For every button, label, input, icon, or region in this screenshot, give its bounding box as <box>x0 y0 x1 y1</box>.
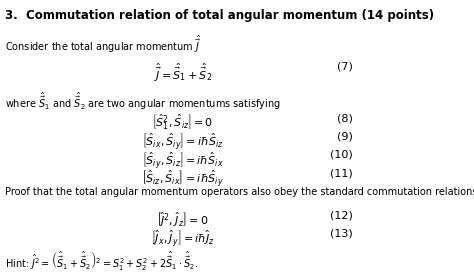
Text: where $\hat{\vec{S}}_1$ and $\hat{\vec{S}}_2$ are two angular momentums satisfyi: where $\hat{\vec{S}}_1$ and $\hat{\vec{S… <box>5 91 281 112</box>
Text: (9): (9) <box>337 132 353 142</box>
Text: $\left[\hat{S}_{iz}, \hat{S}_{ix}\right] = i\hbar\hat{S}_{iy}$: $\left[\hat{S}_{iz}, \hat{S}_{ix}\right]… <box>141 168 224 189</box>
Text: (13): (13) <box>330 229 353 239</box>
Text: (11): (11) <box>330 168 353 178</box>
Text: $\left[\hat{S}_{ix}, \hat{S}_{iy}\right] = i\hbar\hat{S}_{iz}$: $\left[\hat{S}_{ix}, \hat{S}_{iy}\right]… <box>142 132 223 152</box>
Text: (10): (10) <box>330 150 353 160</box>
Text: Proof that the total angular momentum operators also obey the standard commutati: Proof that the total angular momentum op… <box>5 187 474 197</box>
Text: (8): (8) <box>337 113 353 123</box>
Text: $\hat{\vec{J}} = \hat{\vec{S}}_1 + \hat{\vec{S}}_2$: $\hat{\vec{J}} = \hat{\vec{S}}_1 + \hat{… <box>154 62 212 84</box>
Text: $\left[\hat{J}^2, \hat{J}_z\right] = 0$: $\left[\hat{J}^2, \hat{J}_z\right] = 0$ <box>156 210 209 229</box>
Text: Consider the total angular momentum $\hat{\vec{J}}$: Consider the total angular momentum $\ha… <box>5 33 201 55</box>
Text: (12): (12) <box>330 210 353 220</box>
Text: Hint: $\hat{J}^2 = \left(\hat{\vec{S}}_1 + \hat{\vec{S}}_2\right)^2 = S_1^2 + S_: Hint: $\hat{J}^2 = \left(\hat{\vec{S}}_1… <box>5 250 198 273</box>
Text: $\left[\hat{J}_x, \hat{J}_y\right] = i\hbar\hat{J}_z$: $\left[\hat{J}_x, \hat{J}_y\right] = i\h… <box>151 229 215 250</box>
Text: $\left[\hat{S}_1^2, \hat{S}_{iz}\right] = 0$: $\left[\hat{S}_1^2, \hat{S}_{iz}\right] … <box>152 113 213 132</box>
Text: 3.  Commutation relation of total angular momentum (14 points): 3. Commutation relation of total angular… <box>5 9 434 22</box>
Text: $\left[\hat{S}_{iy}, \hat{S}_{iz}\right] = i\hbar\hat{S}_{ix}$: $\left[\hat{S}_{iy}, \hat{S}_{iz}\right]… <box>142 150 223 171</box>
Text: (7): (7) <box>337 62 353 72</box>
